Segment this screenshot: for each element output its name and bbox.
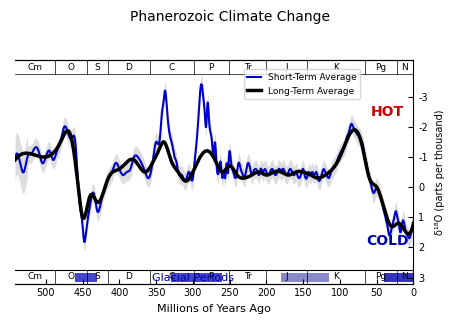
Short-Term Average <box>286 168 291 172</box>
Text: P: P <box>208 272 213 281</box>
Long-Term Average <box>53 148 58 152</box>
Y-axis label: δ¹⁸O (parts per thousand): δ¹⁸O (parts per thousand) <box>434 109 444 235</box>
Text: D: D <box>125 272 132 281</box>
Text: Phanerozoic Climate Change: Phanerozoic Climate Change <box>130 10 329 24</box>
Bar <box>170 273 222 282</box>
Long-Term Average <box>351 128 356 132</box>
Text: N: N <box>401 63 408 72</box>
Short-Term Average <box>12 158 18 162</box>
Short-Term Average <box>174 160 179 164</box>
Short-Term Average <box>81 240 87 244</box>
Short-Term Average <box>410 221 415 225</box>
Text: K: K <box>332 272 338 281</box>
Long-Term Average <box>410 221 415 225</box>
Short-Term Average <box>53 153 58 157</box>
Long-Term Average <box>187 175 193 179</box>
Text: Cm: Cm <box>27 272 42 281</box>
Text: C: C <box>168 63 174 72</box>
Line: Short-Term Average: Short-Term Average <box>15 84 413 242</box>
Line: Long-Term Average: Long-Term Average <box>15 130 413 234</box>
Short-Term Average <box>330 165 336 169</box>
Text: COLD: COLD <box>366 234 408 248</box>
Text: K: K <box>332 63 338 72</box>
Text: HOT: HOT <box>370 105 403 119</box>
Text: P: P <box>208 63 213 72</box>
Text: Cm: Cm <box>27 63 42 72</box>
Text: D: D <box>125 63 132 72</box>
Long-Term Average <box>173 167 179 171</box>
Long-Term Average <box>405 232 410 236</box>
Text: Tr: Tr <box>243 272 251 281</box>
Text: O: O <box>67 63 74 72</box>
Text: Pg: Pg <box>375 272 386 281</box>
Text: Glacial Periods: Glacial Periods <box>151 272 233 283</box>
Short-Term Average <box>323 173 329 177</box>
Long-Term Average <box>322 173 328 177</box>
Long-Term Average <box>285 173 291 177</box>
Text: S: S <box>94 63 100 72</box>
Text: O: O <box>67 272 74 281</box>
Text: Pg: Pg <box>375 63 386 72</box>
Text: Tr: Tr <box>243 63 251 72</box>
Text: N: N <box>401 272 408 281</box>
Short-Term Average <box>198 82 204 86</box>
Long-Term Average <box>12 158 18 162</box>
Text: J: J <box>285 63 287 72</box>
Bar <box>383 273 413 282</box>
Short-Term Average <box>188 176 193 180</box>
Legend: Short-Term Average, Long-Term Average: Short-Term Average, Long-Term Average <box>243 69 359 99</box>
Bar <box>75 273 97 282</box>
Text: C: C <box>168 272 174 281</box>
Long-Term Average <box>330 167 335 171</box>
Text: S: S <box>94 272 100 281</box>
Text: J: J <box>285 272 287 281</box>
Bar <box>280 273 328 282</box>
X-axis label: Millions of Years Ago: Millions of Years Ago <box>157 304 270 314</box>
